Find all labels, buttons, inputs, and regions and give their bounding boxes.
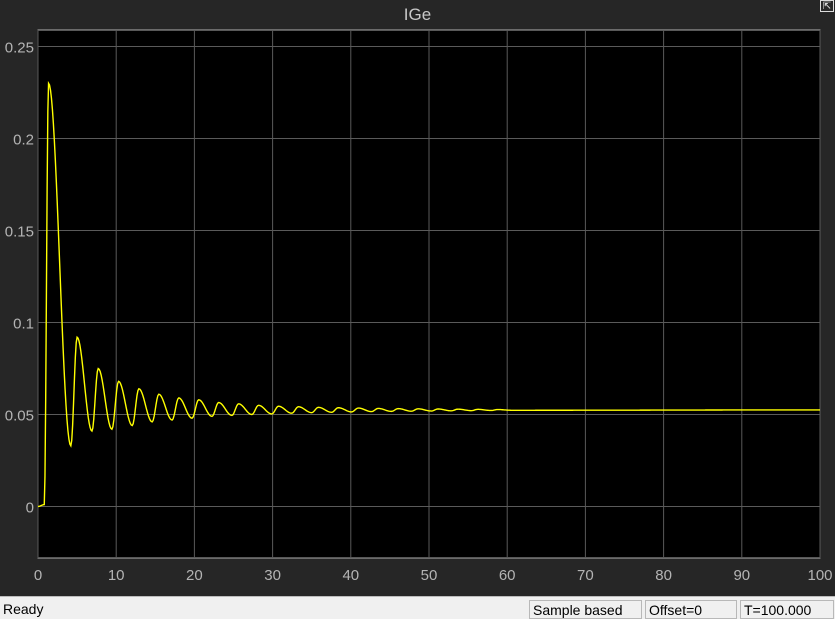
x-tick-label: 30 (264, 567, 281, 584)
x-tick-label: 0 (34, 567, 42, 584)
y-tick-label: 0.25 (5, 40, 34, 57)
status-time: T=100.000 (740, 600, 834, 619)
x-tick-label: 90 (733, 567, 750, 584)
x-tick-label: 50 (421, 567, 438, 584)
y-tick-label: 0.1 (13, 316, 34, 333)
status-offset: Offset=0 (645, 600, 737, 619)
x-tick-label: 10 (108, 567, 125, 584)
x-tick-label: 60 (499, 567, 516, 584)
x-tick-label: 40 (342, 567, 359, 584)
y-tick-label: 0.05 (5, 408, 34, 425)
x-tick-label: 70 (577, 567, 594, 584)
x-tick-label: 100 (807, 567, 832, 584)
status-ready: Ready (3, 601, 44, 617)
status-sample-mode: Sample based (529, 600, 642, 619)
status-bar: Ready Sample based Offset=0 T=100.000 (0, 596, 835, 619)
series-line-IGe (37, 80, 820, 508)
chart-title: IGe (403, 5, 432, 24)
y-tick-label: 0.15 (5, 224, 34, 241)
y-tick-label: 0 (26, 499, 34, 516)
scope-plot: 0 10 20 30 40 50 60 70 80 90 100 0 0.05 0.1 0.15 0.2 0.2… (5, 29, 833, 584)
undock-icon[interactable]: ⇱ (820, 0, 834, 12)
x-tick-label: 20 (186, 567, 203, 584)
y-tick-label: 0.2 (13, 132, 34, 149)
x-tick-label: 80 (655, 567, 672, 584)
